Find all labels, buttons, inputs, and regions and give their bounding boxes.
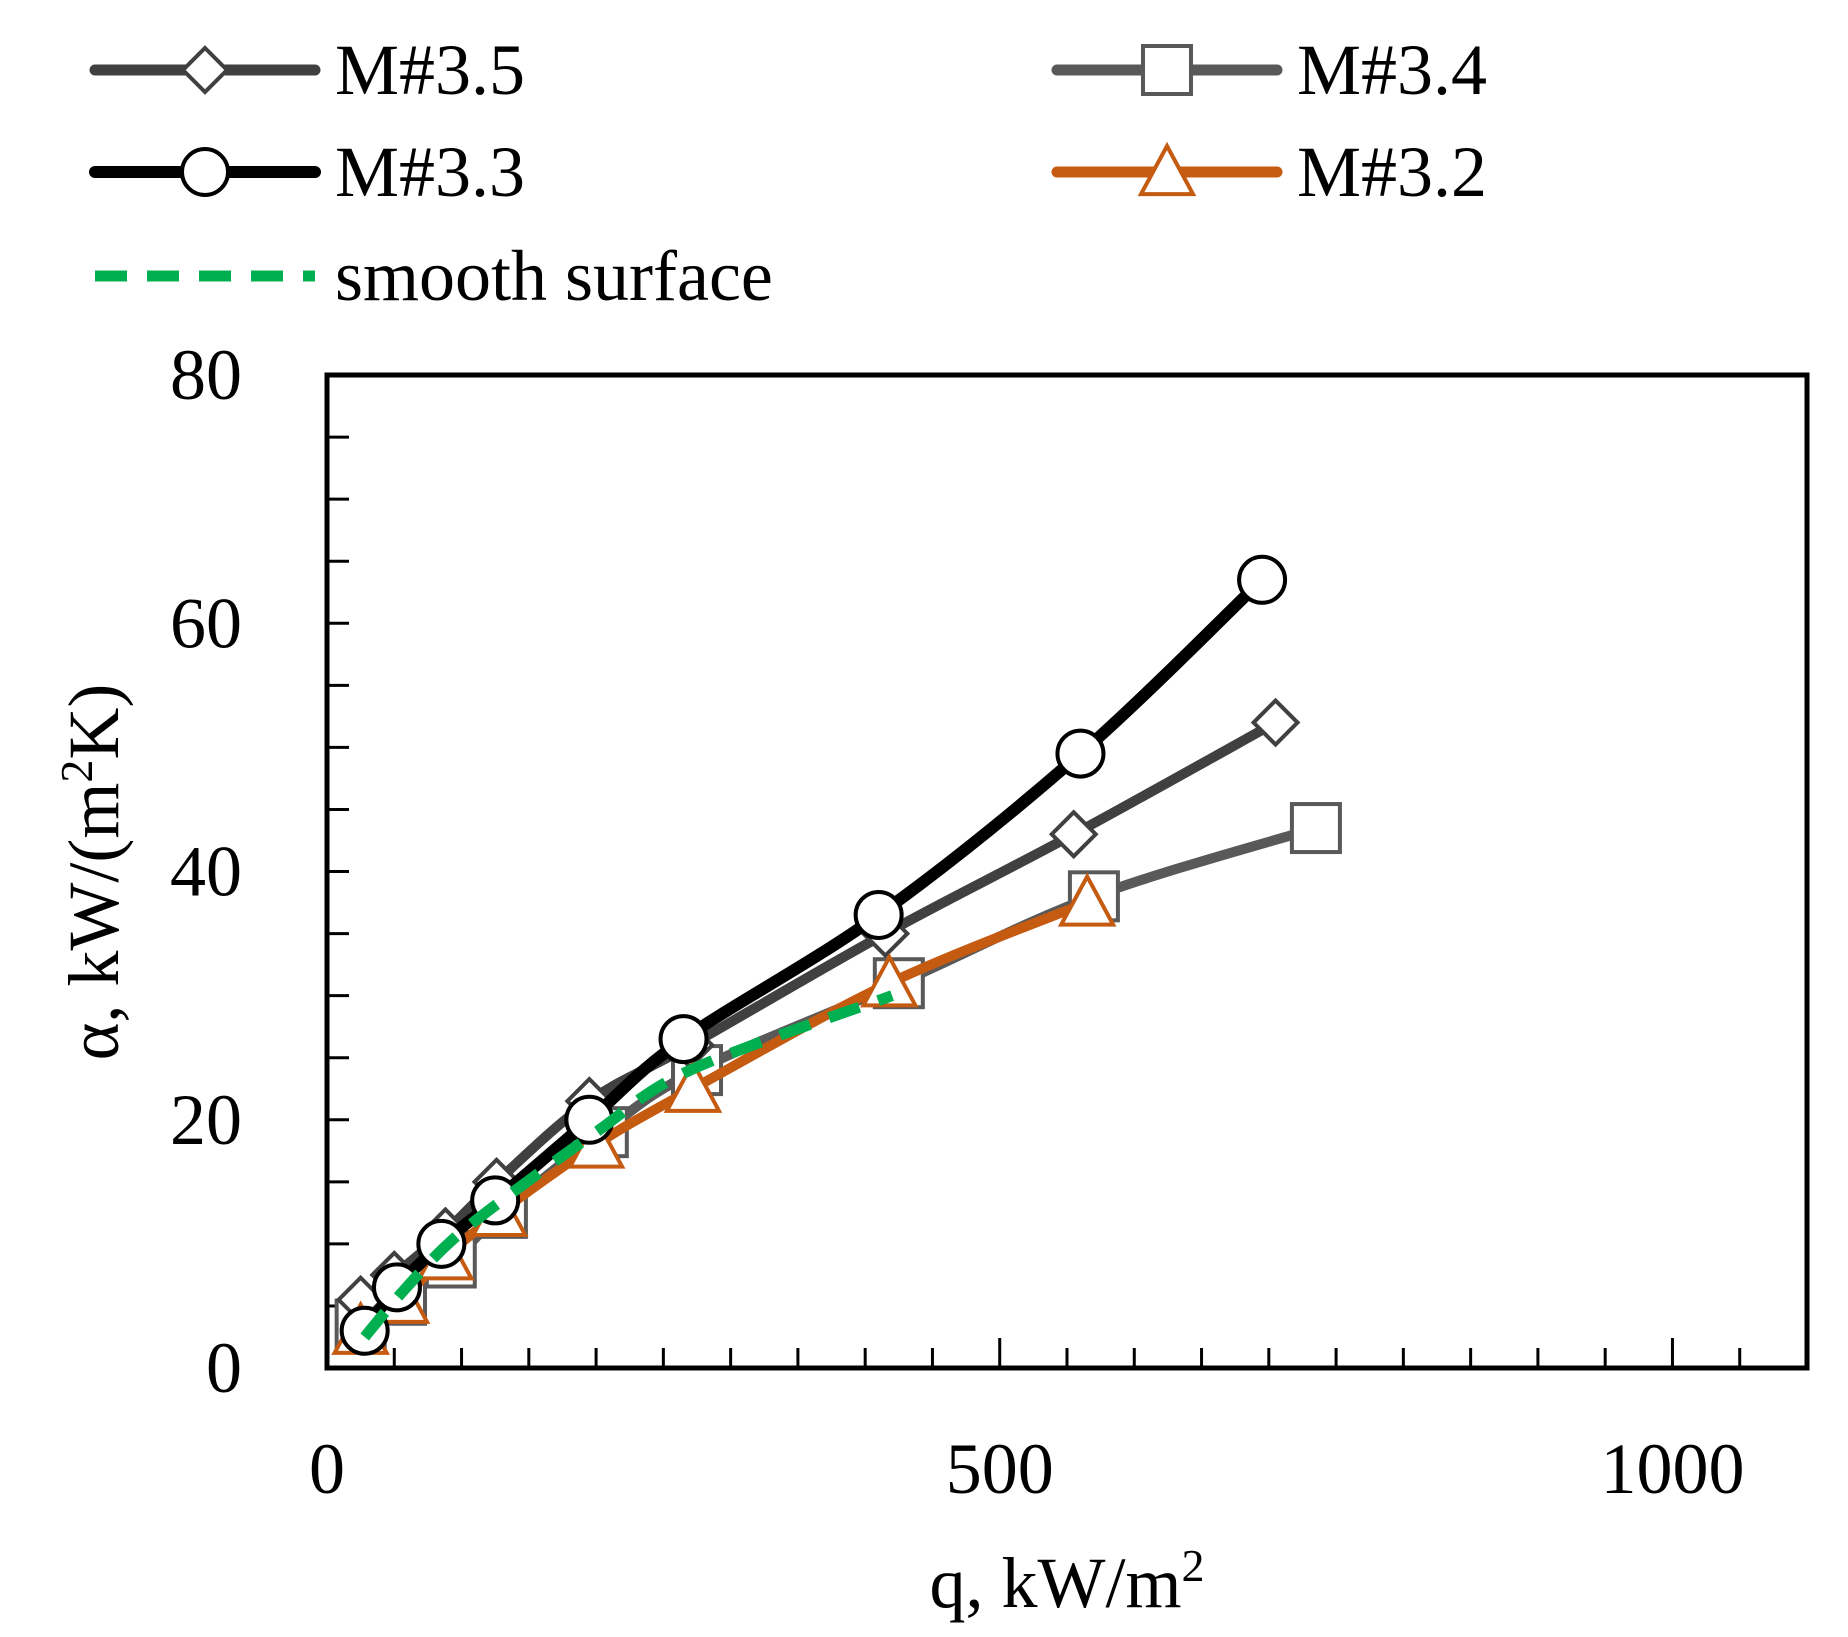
tick-labels: 0 500 1000 0 20 40 60 80	[170, 335, 1744, 1509]
series-layer	[331, 554, 1342, 1356]
legend-label: M#3.3	[335, 132, 525, 212]
legend-marker	[1141, 44, 1193, 96]
legend-label: smooth surface	[335, 236, 773, 316]
data-point	[1055, 728, 1106, 779]
y-tick-label: 60	[170, 583, 242, 663]
series-line	[360, 990, 894, 1341]
data-point	[663, 1058, 723, 1113]
legend-marker	[1137, 141, 1197, 197]
x-axis-title-sup: 2	[1181, 1540, 1204, 1591]
legend-entry: smooth surface	[95, 236, 773, 316]
y-axis-title-pre: α, kW/(m	[54, 783, 134, 1061]
legend-label: M#3.5	[335, 30, 525, 110]
x-axis-title: q, kW/m2	[930, 1540, 1205, 1623]
series-line	[355, 823, 1321, 1330]
data-point	[1237, 554, 1288, 605]
axis-ticks	[327, 435, 1809, 1368]
x-tick-label: 0	[309, 1429, 345, 1509]
data-point	[371, 1262, 422, 1313]
y-axis-title: α, kW/(m2K)	[51, 684, 134, 1061]
series-m-3-4	[334, 802, 1342, 1351]
series-smooth-surface	[360, 990, 894, 1341]
legend-label: M#3.4	[1297, 30, 1487, 110]
data-point	[1250, 697, 1301, 748]
y-tick-label: 0	[206, 1328, 242, 1408]
data-point	[658, 1014, 709, 1065]
y-axis-title-sup: 2	[51, 760, 102, 783]
legend-marker	[180, 45, 230, 95]
legend: M#3.5 M#3.4 M#3.3 M#3.2 smooth surface	[89, 30, 1487, 316]
y-tick-label: 80	[170, 335, 242, 415]
data-point	[1048, 809, 1099, 860]
legend-marker	[180, 147, 230, 197]
x-tick-label: 500	[946, 1429, 1054, 1509]
x-axis-title-text: q, kW/m	[930, 1543, 1182, 1623]
data-point	[853, 889, 904, 940]
legend-label: M#3.2	[1297, 132, 1487, 212]
legend-entry: M#3.4	[1051, 30, 1487, 110]
y-axis-title-post: K)	[54, 684, 134, 760]
data-point	[860, 953, 919, 1008]
data-point	[1289, 802, 1342, 855]
x-tick-label: 1000	[1600, 1429, 1744, 1509]
legend-entry: M#3.3	[89, 132, 525, 212]
y-tick-label: 40	[170, 832, 242, 912]
data-point	[1057, 872, 1117, 927]
legend-entry: M#3.5	[89, 30, 525, 110]
legend-entry: M#3.2	[1051, 132, 1487, 212]
y-tick-label: 20	[170, 1080, 242, 1160]
plot-frame	[324, 372, 1810, 1371]
